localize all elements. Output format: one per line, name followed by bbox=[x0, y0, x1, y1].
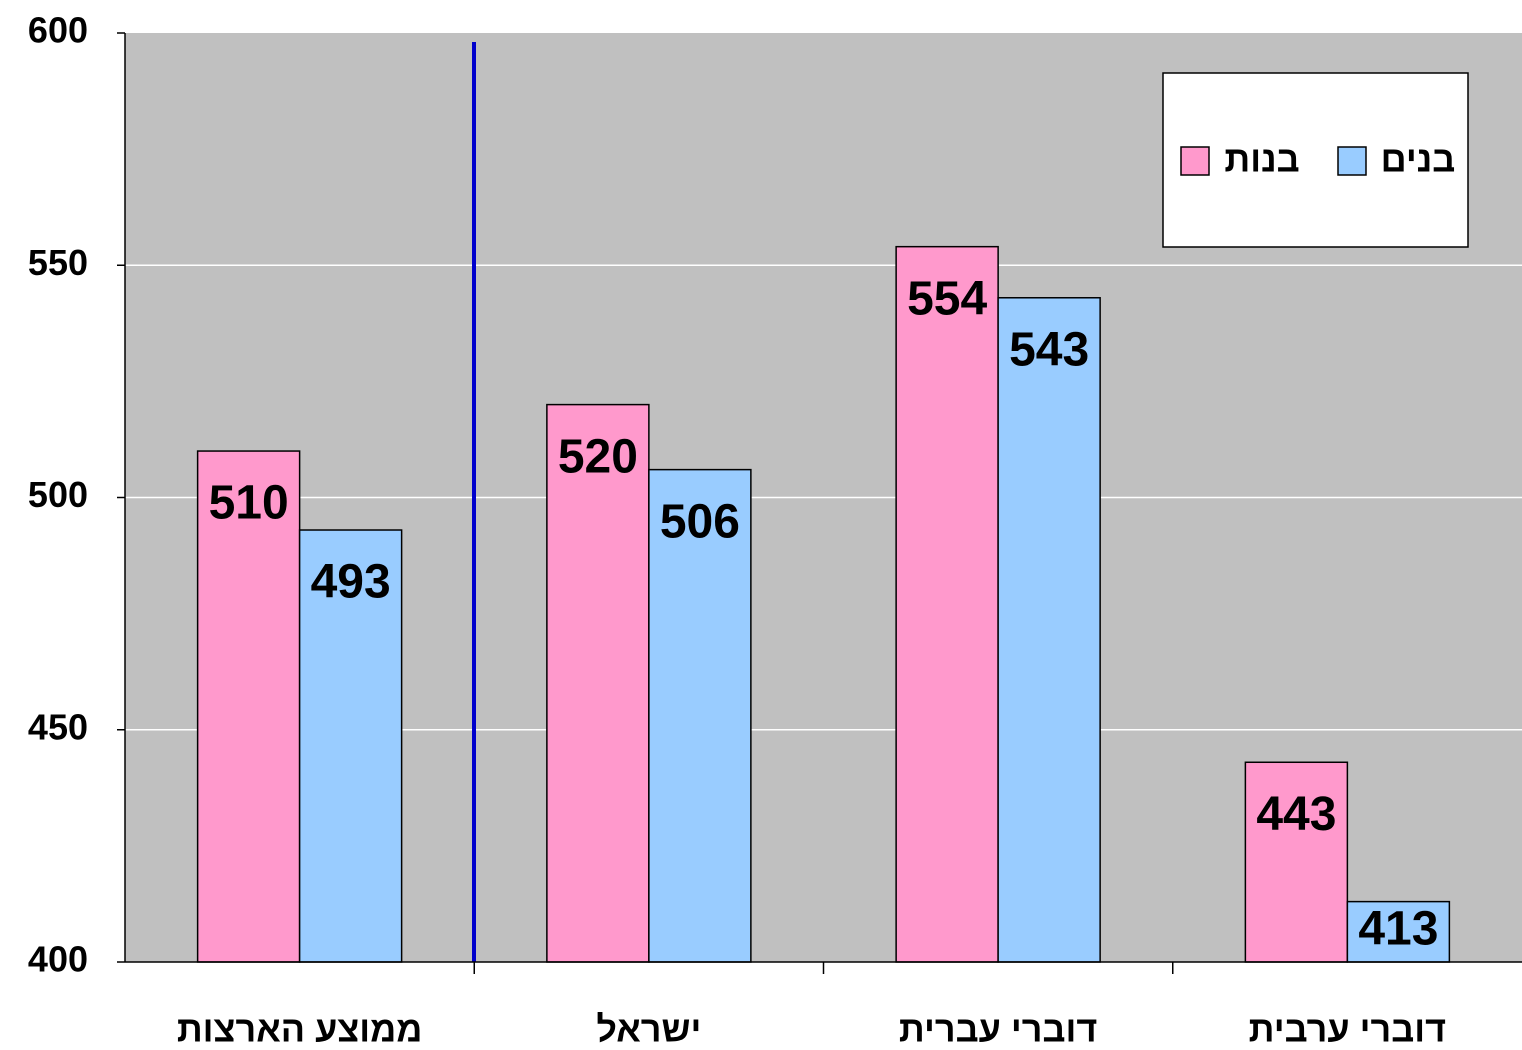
data-label: 510 bbox=[209, 477, 289, 530]
y-tick-label: 400 bbox=[28, 939, 88, 980]
legend-label: בנים bbox=[1381, 139, 1456, 180]
data-label: 554 bbox=[907, 272, 987, 325]
legend-swatch bbox=[1337, 146, 1367, 176]
y-tick-label: 600 bbox=[28, 10, 88, 51]
bar bbox=[298, 529, 403, 963]
data-label: 506 bbox=[660, 495, 740, 548]
x-tick-label: ממוצע הארצות bbox=[177, 1009, 423, 1050]
bar bbox=[648, 468, 752, 963]
data-label: 543 bbox=[1009, 323, 1089, 376]
bar bbox=[997, 297, 1101, 963]
bar bbox=[1244, 761, 1349, 963]
data-label: 493 bbox=[311, 556, 391, 609]
y-tick-label: 450 bbox=[28, 706, 88, 747]
legend-label: בנות bbox=[1224, 139, 1299, 180]
x-tick-label: דוברי ערבית bbox=[1249, 1009, 1446, 1050]
bar bbox=[546, 403, 650, 963]
legend-swatch bbox=[1180, 146, 1210, 176]
x-tick-label: דוברי עברית bbox=[899, 1009, 1098, 1050]
legend bbox=[1162, 72, 1469, 248]
y-tick-label: 550 bbox=[28, 242, 88, 283]
bar bbox=[895, 245, 999, 963]
bar bbox=[1346, 900, 1451, 963]
data-label: 413 bbox=[1358, 902, 1438, 955]
x-tick-label: ישראל bbox=[596, 1009, 701, 1050]
y-tick-label: 500 bbox=[28, 474, 88, 515]
data-label: 443 bbox=[1256, 788, 1336, 841]
data-label: 520 bbox=[558, 430, 638, 483]
